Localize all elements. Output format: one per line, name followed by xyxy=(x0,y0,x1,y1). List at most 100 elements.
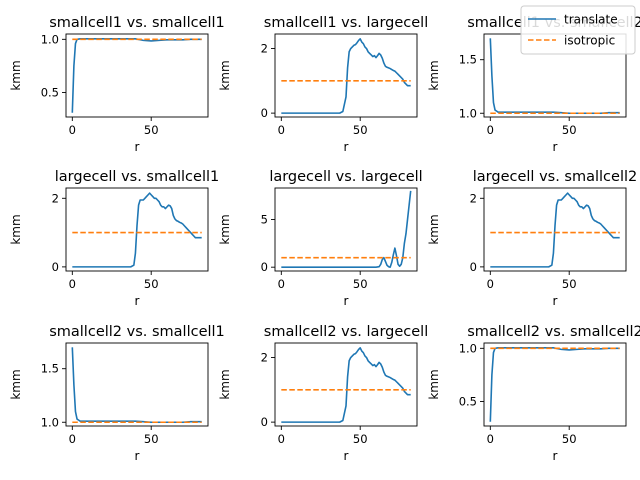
y-tick-label: 2 xyxy=(52,191,59,205)
y-tick-label: 5 xyxy=(261,212,268,226)
subplot-title: largecell vs. largecell xyxy=(269,169,422,185)
series-line-translate xyxy=(490,192,620,268)
series-line-translate xyxy=(489,38,620,115)
x-axis-label: r xyxy=(344,294,349,308)
y-tick-label: 0 xyxy=(52,260,59,274)
subplot-title: smallcell1 vs. smallcell1 xyxy=(49,15,225,31)
x-tick-label: 50 xyxy=(144,432,159,446)
y-tick-label: 1.5 xyxy=(41,362,59,376)
y-axis-label: kmm xyxy=(427,369,441,399)
subplot-9: 0 50 0.5 1.0 r kmm smallcell2 vs. smallcell2 xyxy=(427,324,640,463)
y-tick-label: 1.0 xyxy=(459,106,477,120)
y-tick-label: 2 xyxy=(470,191,477,205)
y-axis-label: kmm xyxy=(9,60,23,90)
x-tick-label: 0 xyxy=(278,432,285,446)
y-tick-label: 2 xyxy=(261,351,268,365)
x-tick-label: 50 xyxy=(144,123,159,137)
x-axis-label: r xyxy=(344,140,349,154)
series-line-translate xyxy=(281,190,412,268)
plot-area xyxy=(71,347,202,424)
x-axis-label: r xyxy=(135,449,140,463)
axes-frame xyxy=(483,187,627,272)
plot-area xyxy=(489,38,620,115)
subplot-title: smallcell2 vs. smallcell2 xyxy=(467,324,640,340)
x-axis-label: r xyxy=(553,449,558,463)
x-axis-label: r xyxy=(344,449,349,463)
legend-frame xyxy=(520,5,636,55)
y-axis-label: kmm xyxy=(218,214,232,244)
y-tick-label: 1.0 xyxy=(41,415,59,429)
y-tick-label: 1.0 xyxy=(459,341,477,355)
plot-area xyxy=(71,37,202,113)
x-tick-label: 0 xyxy=(487,277,494,291)
axes-frame xyxy=(483,342,627,427)
x-axis-label: r xyxy=(135,140,140,154)
subplot-title: smallcell2 vs. smallcell1 xyxy=(49,324,225,340)
axes-frame xyxy=(274,187,418,272)
x-tick-label: 50 xyxy=(353,277,368,291)
x-tick-label: 50 xyxy=(562,277,577,291)
y-tick-label: 0 xyxy=(261,106,268,120)
plot-area xyxy=(490,192,620,268)
x-tick-label: 0 xyxy=(69,432,76,446)
subplot-2: 0 50 0 2 r kmm smallcell1 vs. largecell xyxy=(218,15,428,154)
subplot-title: smallcell1 vs. largecell xyxy=(264,15,428,31)
x-tick-label: 50 xyxy=(353,432,368,446)
subplot-7: 0 50 1.0 1.5 r kmm smallcell2 vs. smallcell1 xyxy=(9,324,225,463)
axes-frame xyxy=(65,342,209,427)
legend: translate isotropic xyxy=(520,5,636,55)
x-tick-label: 0 xyxy=(487,123,494,137)
x-tick-label: 0 xyxy=(69,277,76,291)
y-axis-label: kmm xyxy=(427,60,441,90)
subplot-title: smallcell2 vs. largecell xyxy=(264,324,428,340)
legend-label-translate: translate xyxy=(564,13,618,27)
y-axis-label: kmm xyxy=(9,214,23,244)
subplot-6: 0 50 0 2 r kmm largecell vs. smallcell2 xyxy=(427,169,637,308)
plot-area xyxy=(489,346,620,422)
x-tick-label: 0 xyxy=(278,277,285,291)
plot-area xyxy=(281,190,412,268)
plot-area xyxy=(281,38,411,114)
x-tick-label: 0 xyxy=(487,432,494,446)
x-tick-label: 50 xyxy=(562,432,577,446)
plot-area xyxy=(281,347,411,423)
y-axis-label: kmm xyxy=(218,369,232,399)
subplot-8: 0 50 0 2 r kmm smallcell2 vs. largecell xyxy=(218,324,428,463)
series-line-translate xyxy=(72,192,202,268)
axes-frame xyxy=(65,33,209,118)
y-axis-label: kmm xyxy=(427,214,441,244)
axes-frame xyxy=(274,33,418,118)
y-tick-label: 0 xyxy=(261,260,268,274)
y-tick-label: 1.0 xyxy=(41,32,59,46)
x-tick-label: 0 xyxy=(278,123,285,137)
axes-frame xyxy=(65,187,209,272)
legend-label-isotropic: isotropic xyxy=(564,34,615,48)
y-axis-label: kmm xyxy=(9,369,23,399)
y-tick-label: 0.5 xyxy=(459,395,477,409)
x-tick-label: 50 xyxy=(144,277,159,291)
series-line-translate xyxy=(281,38,411,114)
subplot-title: largecell vs. smallcell2 xyxy=(473,169,637,185)
axes-frame xyxy=(274,342,418,427)
x-axis-label: r xyxy=(553,140,558,154)
x-tick-label: 50 xyxy=(353,123,368,137)
subplot-4: 0 50 0 2 r kmm largecell vs. smallcell1 xyxy=(9,169,219,308)
x-axis-label: r xyxy=(553,294,558,308)
series-line-translate xyxy=(281,347,411,423)
plot-area xyxy=(72,192,202,268)
y-axis-label: kmm xyxy=(218,60,232,90)
x-tick-label: 50 xyxy=(562,123,577,137)
y-tick-label: 0 xyxy=(261,415,268,429)
subplot-5: 0 50 0 5 r kmm largecell vs. largecell xyxy=(218,169,423,308)
y-tick-label: 0 xyxy=(470,260,477,274)
y-tick-label: 2 xyxy=(261,42,268,56)
x-axis-label: r xyxy=(135,294,140,308)
x-tick-label: 0 xyxy=(69,123,76,137)
subplot-title: largecell vs. smallcell1 xyxy=(55,169,219,185)
series-line-translate xyxy=(71,347,202,424)
y-tick-label: 0.5 xyxy=(41,86,59,100)
subplot-1: 0 50 0.5 1.0 r kmm smallcell1 vs. smallcell1 xyxy=(9,15,225,154)
